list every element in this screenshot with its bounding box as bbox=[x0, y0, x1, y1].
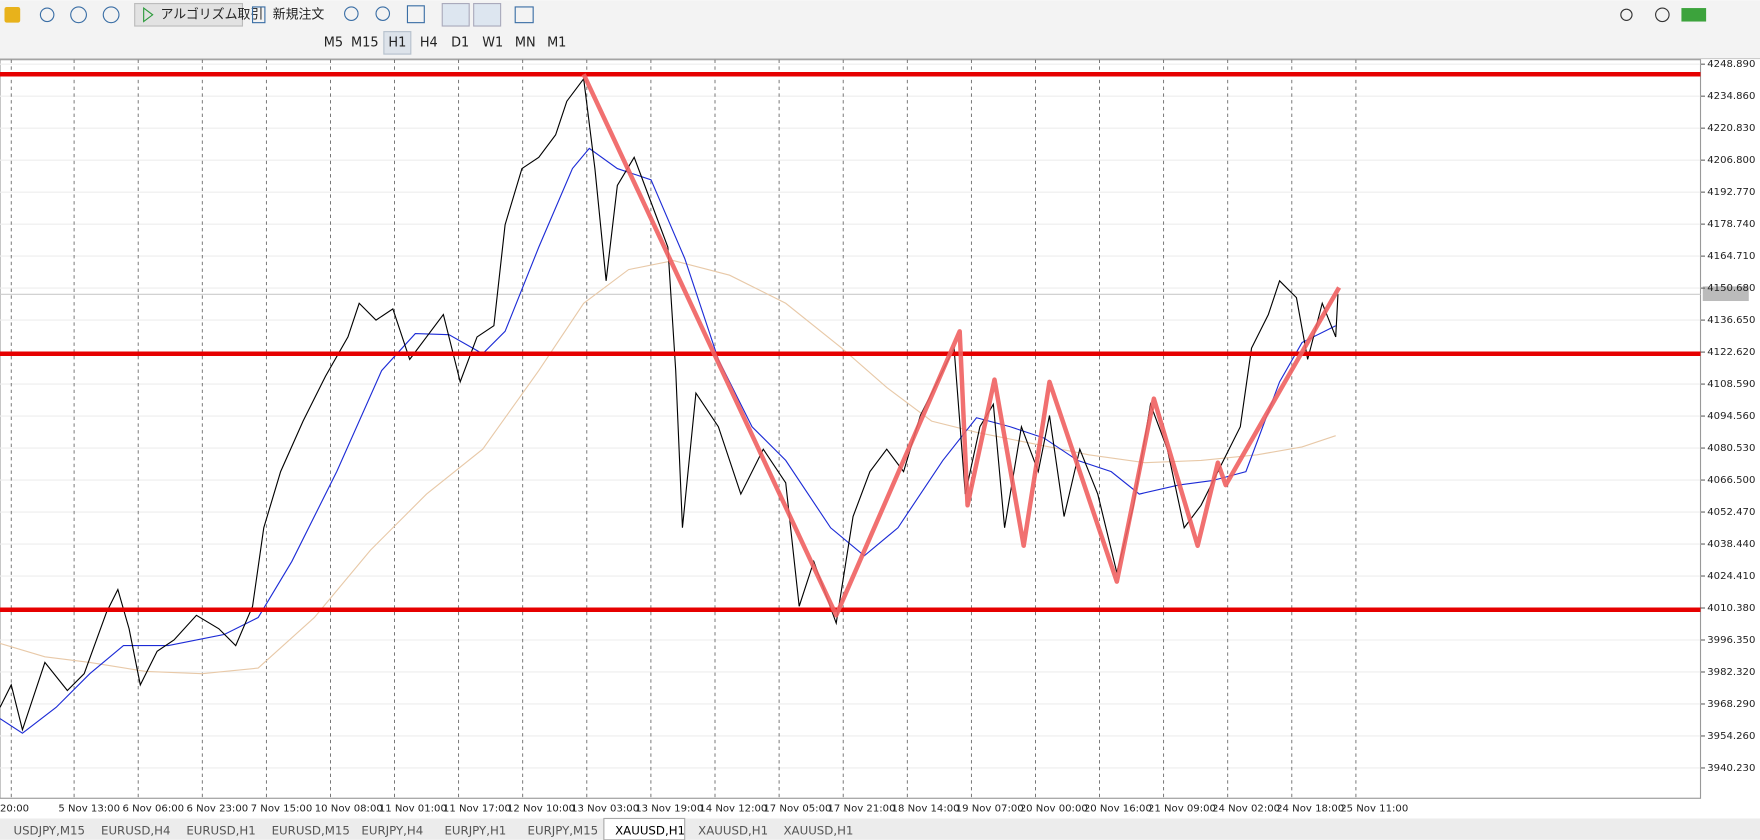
signal-icon[interactable] bbox=[39, 7, 55, 23]
time-label: 17 Nov 21:00 bbox=[827, 803, 895, 814]
timeframe-button[interactable]: M15 bbox=[351, 35, 379, 50]
price-label: 4024.410 bbox=[1707, 571, 1755, 582]
price-label: 3982.320 bbox=[1707, 667, 1755, 678]
zoom-in[interactable] bbox=[344, 6, 359, 21]
chart-tab[interactable]: EURJPY,H1 bbox=[444, 823, 506, 837]
price-label: 4094.560 bbox=[1707, 411, 1755, 422]
play-icon bbox=[143, 6, 154, 23]
signal-strength bbox=[1681, 8, 1707, 22]
grid-button[interactable] bbox=[406, 5, 425, 24]
chart-tab[interactable]: EURUSD,M15 bbox=[272, 823, 350, 837]
price-label: 3954.260 bbox=[1707, 731, 1755, 742]
slow-moving-average bbox=[0, 260, 1336, 675]
price-label: 4052.470 bbox=[1707, 507, 1755, 518]
time-label: 24 Nov 18:00 bbox=[1276, 803, 1344, 814]
time-label: 20 Nov 00:00 bbox=[1020, 803, 1088, 814]
timeframe-button[interactable]: M1 bbox=[547, 35, 566, 50]
algo-trading-label: アルゴリズム取引 bbox=[161, 6, 264, 22]
price-label: 3996.350 bbox=[1707, 635, 1755, 646]
time-label: 21 Nov 09:00 bbox=[1148, 803, 1216, 814]
time-label: 14 Nov 12:00 bbox=[699, 803, 767, 814]
market-icon[interactable] bbox=[102, 6, 120, 24]
account-icon[interactable] bbox=[1655, 7, 1670, 23]
price-label: 3940.230 bbox=[1707, 763, 1755, 774]
time-label: 13 Nov 19:00 bbox=[635, 803, 703, 814]
price-label: 4038.440 bbox=[1707, 539, 1755, 550]
time-label: 6 Nov 23:00 bbox=[187, 803, 249, 814]
time-label: 10 Nov 08:00 bbox=[315, 803, 383, 814]
timeframe-active[interactable] bbox=[383, 31, 412, 55]
chart-tab[interactable]: EURUSD,H1 bbox=[186, 823, 255, 837]
time-label: 18 Nov 14:00 bbox=[892, 803, 960, 814]
search-icon[interactable] bbox=[1620, 8, 1633, 21]
chart-tab[interactable]: XAUUSD,H1 bbox=[698, 823, 768, 837]
time-label: 13 Nov 03:00 bbox=[571, 803, 639, 814]
chart-tab[interactable]: EURJPY,H4 bbox=[361, 823, 423, 837]
time-label: 12 Nov 10:00 bbox=[507, 803, 575, 814]
toolbar-bg bbox=[0, 0, 1760, 59]
price-label: 4108.590 bbox=[1707, 379, 1755, 390]
price-label: 4234.860 bbox=[1707, 91, 1755, 102]
time-label: 5 Nov 13:00 bbox=[58, 803, 120, 814]
tab-bar bbox=[0, 818, 1760, 840]
time-label: 20 Nov 16:00 bbox=[1084, 803, 1152, 814]
timeframe-button[interactable]: MN bbox=[515, 35, 536, 50]
price-label: 4164.710 bbox=[1707, 251, 1755, 262]
timeframe-button[interactable]: H1 bbox=[388, 35, 406, 50]
time-label: 11 Nov 01:00 bbox=[379, 803, 447, 814]
chart-area bbox=[0, 59, 1702, 799]
price-label: 4220.830 bbox=[1707, 123, 1755, 134]
zoom-out[interactable] bbox=[375, 6, 391, 21]
price-label: 4248.890 bbox=[1707, 59, 1755, 70]
price-label: 4206.800 bbox=[1707, 155, 1755, 166]
time-label: 6 Nov 06:00 bbox=[122, 803, 184, 814]
timeframe-button[interactable]: W1 bbox=[482, 35, 503, 50]
scroll-button[interactable] bbox=[441, 3, 470, 27]
price-label: 4122.620 bbox=[1707, 347, 1755, 358]
new-order-icon[interactable] bbox=[251, 6, 266, 24]
time-label: 17 Nov 05:00 bbox=[763, 803, 831, 814]
time-label: 20:00 bbox=[0, 803, 29, 814]
time-label: 19 Nov 07:00 bbox=[956, 803, 1024, 814]
cloud-icon[interactable] bbox=[70, 6, 87, 24]
support-resistance-lines bbox=[0, 72, 1701, 612]
timeframe-button[interactable]: H4 bbox=[420, 35, 438, 50]
chart-tab[interactable]: EURJPY,M15 bbox=[528, 823, 599, 837]
chart-tab[interactable]: XAUUSD,H1 bbox=[615, 823, 685, 837]
price-label: 4010.380 bbox=[1707, 603, 1755, 614]
price-label: 3968.290 bbox=[1707, 699, 1755, 710]
chart-tab[interactable]: USDJPY,M15 bbox=[13, 823, 85, 837]
zigzag-drawing bbox=[581, 73, 1342, 618]
time-label: 25 Nov 11:00 bbox=[1340, 803, 1408, 814]
price-label: 4192.770 bbox=[1707, 187, 1755, 198]
time-label: 24 Nov 02:00 bbox=[1212, 803, 1280, 814]
current-price-label bbox=[1702, 286, 1749, 302]
time-label: 11 Nov 17:00 bbox=[443, 803, 511, 814]
chart-tab[interactable]: EURUSD,H4 bbox=[101, 823, 170, 837]
screenshot-button[interactable] bbox=[514, 6, 534, 24]
new-order-label[interactable]: 新規注文 bbox=[273, 6, 325, 22]
price-label: 4178.740 bbox=[1707, 219, 1755, 230]
timeframe-button[interactable]: D1 bbox=[451, 35, 469, 50]
shift-button[interactable] bbox=[473, 3, 502, 27]
price-label: 4066.500 bbox=[1707, 475, 1755, 486]
price-label: 4136.650 bbox=[1707, 315, 1755, 326]
price-label: 4150.680 bbox=[1707, 283, 1755, 294]
chart-tab[interactable]: XAUUSD,H1 bbox=[783, 823, 853, 837]
timeframe-button[interactable]: M5 bbox=[324, 35, 343, 50]
fast-moving-average bbox=[0, 147, 1336, 734]
algo-trading-button[interactable] bbox=[134, 3, 244, 27]
lock-icon[interactable] bbox=[4, 6, 21, 23]
price-label: 4080.530 bbox=[1707, 443, 1755, 454]
time-label: 7 Nov 15:00 bbox=[251, 803, 313, 814]
